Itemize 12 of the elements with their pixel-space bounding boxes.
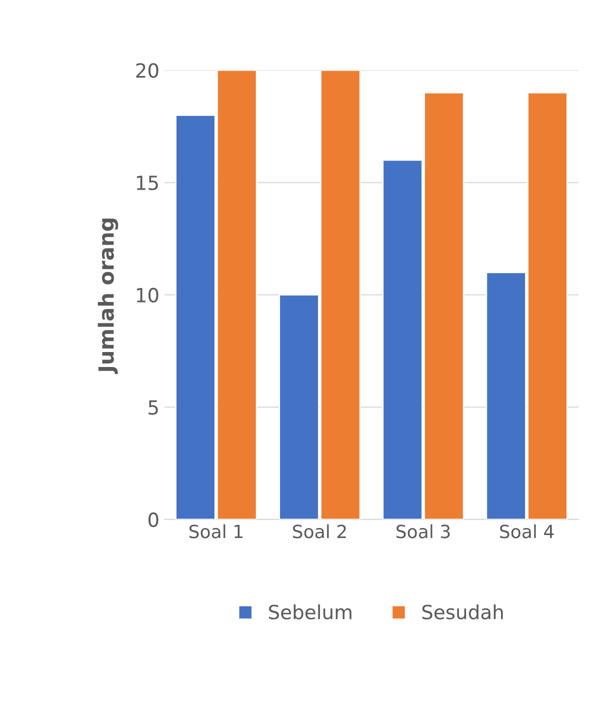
x-tick-label: Soal 3 [396,524,450,538]
y-axis-title: Jumlah orang [98,218,118,374]
y-tick-label: 0 [148,512,158,528]
legend-label: Sebelum [269,604,352,620]
y-tick-label: 5 [148,400,158,415]
legend-label: Sesudah [422,604,503,620]
x-tick-label: Soal 1 [189,524,242,538]
y-tick-label: 15 [136,176,158,190]
x-tick-label: Soal 2 [293,524,346,538]
x-tick-label: Soal 4 [500,524,554,538]
y-tick-label: 20 [136,63,158,78]
y-tick-label: 10 [136,288,158,303]
